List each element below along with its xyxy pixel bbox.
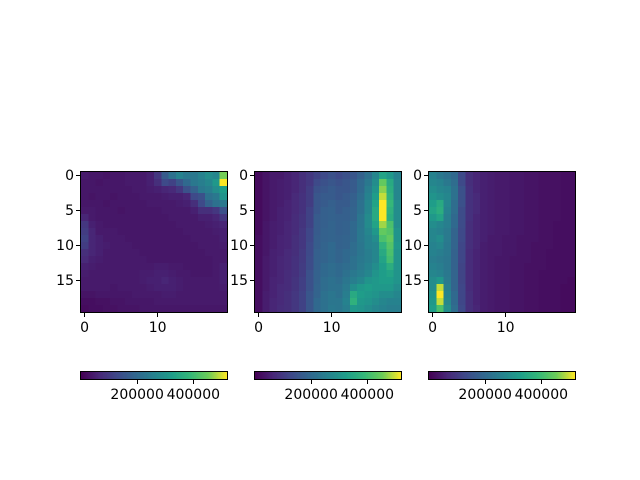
x-tick-label: 0 (428, 320, 438, 336)
heatmap-axes-2 (254, 171, 402, 313)
heatmap-panel-2: 0 10 0 5 10 15 200000 400000 (230, 169, 402, 431)
y-tick-label: 10 (230, 237, 248, 254)
y-tick-label: 5 (413, 202, 422, 219)
heatmap-image-2 (255, 172, 401, 312)
colorbar-tick (484, 380, 486, 384)
colorbar-2 (254, 371, 402, 380)
colorbar-tick-label: 200000 (110, 387, 164, 403)
colorbar-tick-label: 200000 (284, 387, 338, 403)
x-tick-label: 10 (148, 320, 167, 336)
y-axis-tick (250, 245, 254, 246)
colorbar-tick (310, 380, 312, 384)
heatmap-panel-1: 0 10 0 5 10 15 200000 400000 (56, 169, 228, 431)
heatmap-axes-1 (80, 171, 228, 313)
x-axis-tick (84, 313, 86, 317)
x-axis-tick (157, 313, 159, 317)
colorbar-gradient-3 (429, 372, 575, 379)
x-axis-tick (331, 313, 333, 317)
colorbar-3 (428, 371, 576, 380)
y-tick-label: 0 (239, 167, 248, 184)
y-tick-label: 0 (413, 167, 422, 184)
colorbar-tick-label: 400000 (514, 387, 569, 403)
y-tick-label: 5 (65, 202, 74, 219)
y-tick-label: 10 (56, 237, 74, 254)
y-tick-label: 0 (65, 167, 74, 184)
y-axis-tick (424, 210, 428, 211)
colorbar-tick-label: 200000 (458, 387, 512, 403)
y-tick-label: 15 (56, 272, 74, 289)
y-axis-tick (424, 280, 428, 281)
x-axis-tick (432, 313, 434, 317)
colorbar-tick-label: 400000 (340, 387, 395, 403)
y-axis-tick (250, 210, 254, 211)
y-axis-tick (76, 210, 80, 211)
y-axis-tick (250, 280, 254, 281)
y-tick-label: 15 (404, 272, 422, 289)
heatmap-panel-3: 0 10 0 5 10 15 200000 400000 (404, 169, 576, 431)
y-axis-tick (76, 245, 80, 246)
x-tick-label: 0 (254, 320, 264, 336)
x-axis-tick (505, 313, 507, 317)
heatmap-image-3 (429, 172, 575, 312)
x-tick-label: 0 (80, 320, 90, 336)
colorbar-tick (366, 380, 368, 384)
colorbar-gradient-1 (81, 372, 227, 379)
colorbar-1 (80, 371, 228, 380)
colorbar-gradient-2 (255, 372, 401, 379)
x-tick-label: 10 (496, 320, 515, 336)
heatmap-image-1 (81, 172, 227, 312)
x-tick-label: 10 (322, 320, 341, 336)
colorbar-tick (540, 380, 542, 384)
y-axis-tick (76, 280, 80, 281)
y-axis-tick (424, 245, 428, 246)
colorbar-tick (136, 380, 138, 384)
y-tick-label: 10 (404, 237, 422, 254)
y-tick-label: 5 (239, 202, 248, 219)
colorbar-tick (192, 380, 194, 384)
y-tick-label: 15 (230, 272, 248, 289)
x-axis-tick (258, 313, 260, 317)
y-axis-tick (424, 175, 428, 176)
y-axis-tick (250, 175, 254, 176)
heatmap-axes-3 (428, 171, 576, 313)
y-axis-tick (76, 175, 80, 176)
colorbar-tick-label: 400000 (166, 387, 221, 403)
